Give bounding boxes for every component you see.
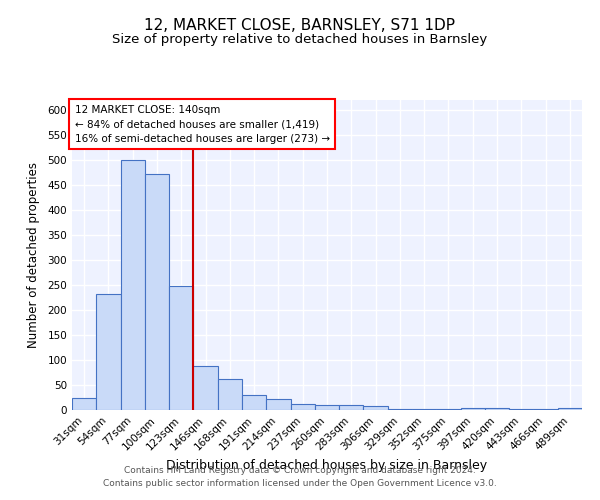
Bar (364, 406, 388, 410)
Text: 12, MARKET CLOSE, BARNSLEY, S71 1DP: 12, MARKET CLOSE, BARNSLEY, S71 1DP (145, 18, 455, 32)
Bar (193, 366, 218, 410)
Text: 12 MARKET CLOSE: 140sqm
← 84% of detached houses are smaller (1,419)
16% of semi: 12 MARKET CLOSE: 140sqm ← 84% of detache… (74, 104, 329, 144)
Bar (145, 174, 169, 410)
Bar (509, 409, 533, 410)
Bar (388, 408, 412, 410)
Bar (485, 408, 509, 410)
Bar (72, 398, 96, 410)
Bar (218, 379, 242, 410)
Bar (533, 409, 558, 410)
Text: Size of property relative to detached houses in Barnsley: Size of property relative to detached ho… (112, 32, 488, 46)
Bar (96, 294, 121, 410)
X-axis label: Distribution of detached houses by size in Barnsley: Distribution of detached houses by size … (166, 458, 488, 471)
Bar (412, 408, 436, 410)
Bar (266, 399, 290, 410)
Bar (315, 404, 339, 410)
Bar (461, 408, 485, 410)
Bar (339, 405, 364, 410)
Bar (121, 160, 145, 410)
Bar (169, 286, 193, 410)
Bar (558, 408, 582, 410)
Y-axis label: Number of detached properties: Number of detached properties (28, 162, 40, 348)
Bar (436, 408, 461, 410)
Bar (290, 404, 315, 410)
Text: Contains HM Land Registry data © Crown copyright and database right 2024.
Contai: Contains HM Land Registry data © Crown c… (103, 466, 497, 487)
Bar (242, 395, 266, 410)
